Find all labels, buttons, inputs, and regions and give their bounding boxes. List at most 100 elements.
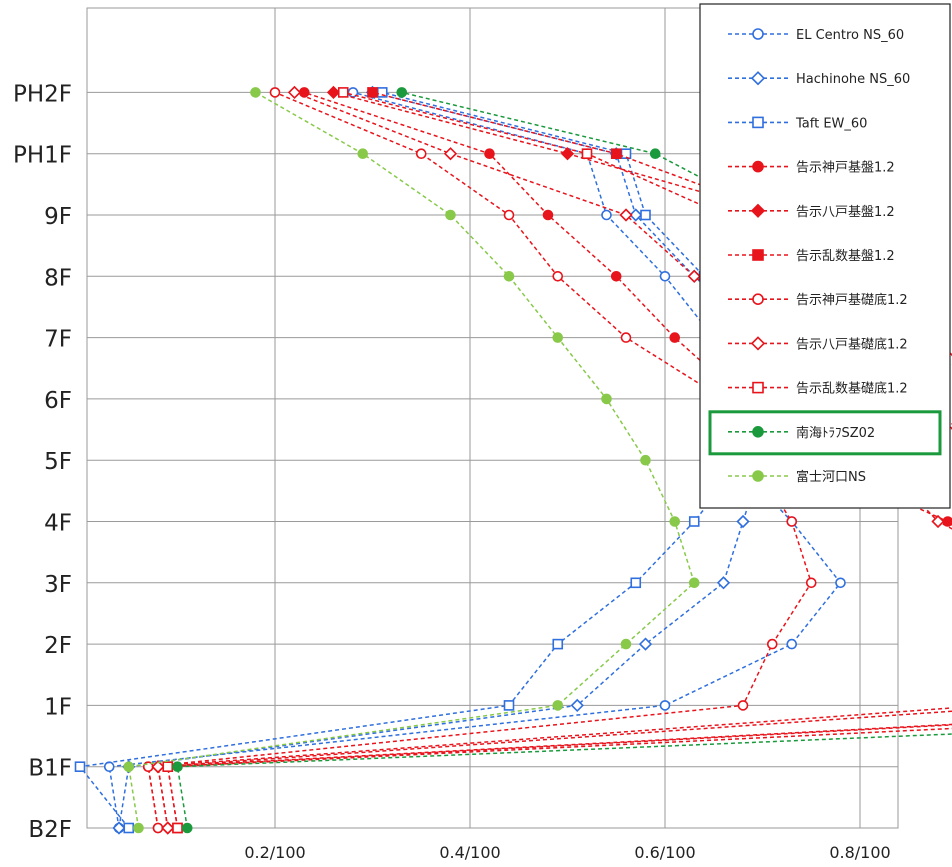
data-point — [123, 761, 135, 773]
data-point — [445, 209, 456, 221]
y-tick-label: PH1F — [13, 143, 72, 169]
legend-label: Hachinohe NS_60 — [796, 72, 910, 87]
data-point — [503, 270, 515, 282]
legend-item-3: 告示神戸基盤1.2 — [728, 161, 895, 176]
x-tick-label: 0.8/100 — [829, 843, 890, 862]
y-tick-label: 2F — [44, 633, 72, 659]
data-point — [750, 336, 766, 351]
y-tick-label: 3F — [44, 572, 72, 598]
data-point — [752, 425, 764, 438]
data-point — [610, 148, 622, 159]
data-point — [161, 821, 175, 835]
data-point — [552, 332, 564, 343]
data-point — [552, 638, 564, 650]
x-tick-label: 0.4/100 — [439, 843, 500, 862]
data-point — [610, 270, 622, 282]
legend-box — [699, 3, 951, 509]
data-point — [688, 577, 700, 589]
data-point — [619, 208, 633, 222]
data-point — [716, 576, 731, 590]
data-point — [581, 148, 593, 159]
data-point — [736, 514, 750, 529]
data-point — [123, 822, 135, 834]
legend-label: 告示乱数基盤1.2 — [796, 249, 895, 264]
legend-item-1: Hachinohe NS_60 — [728, 71, 910, 87]
y-tick-label: 6F — [44, 388, 72, 414]
data-point — [103, 761, 115, 773]
y-tick-label: PH2F — [13, 81, 72, 107]
data-point — [552, 700, 564, 711]
data-point — [162, 761, 174, 773]
data-point — [287, 85, 302, 100]
data-point — [786, 516, 798, 527]
data-point — [659, 700, 671, 711]
legend-label: 告示八戸基礎底1.2 — [796, 336, 908, 352]
data-point — [552, 270, 564, 282]
data-point — [326, 85, 341, 100]
data-point — [752, 470, 764, 482]
data-point — [503, 700, 515, 711]
x-tick-label: 0.2/100 — [244, 843, 305, 862]
data-point — [687, 269, 701, 283]
adopted-highlight-box — [708, 410, 942, 456]
data-point — [484, 148, 495, 159]
y-tick-label: 5F — [44, 449, 72, 475]
data-point — [752, 28, 764, 40]
y-tick-label: 9F — [44, 204, 72, 230]
data-point — [620, 638, 632, 650]
data-point — [638, 637, 653, 651]
data-point — [805, 577, 817, 589]
data-point — [112, 821, 126, 835]
legend-item-5: 告示乱数基盤1.2 — [728, 249, 895, 264]
legend-item-7: 告示八戸基礎底1.2 — [728, 336, 908, 352]
data-point — [443, 147, 458, 161]
legend-label: 富士河口NS — [796, 469, 866, 485]
data-point — [752, 116, 764, 129]
data-point — [931, 514, 945, 529]
data-point — [688, 516, 700, 527]
data-point — [250, 87, 261, 98]
data-point — [766, 638, 778, 650]
data-point — [560, 147, 575, 161]
legend-item-10: 富士河口NS — [728, 469, 866, 485]
legend-item-9: 南海ﾄﾗﾌSZ02 — [728, 425, 875, 441]
y-tick-label: B2F — [28, 817, 72, 843]
data-point — [601, 393, 612, 405]
y-tick-label: 8F — [44, 265, 72, 291]
y-tick-label: B1F — [28, 756, 72, 782]
data-point — [752, 293, 764, 306]
legend-label: 告示神戸基盤1.2 — [796, 161, 895, 176]
legend-label: 南海ﾄﾗﾌSZ02 — [796, 425, 875, 441]
data-point — [750, 71, 766, 86]
data-point — [269, 87, 281, 98]
legend-item-0: EL Centro NS_60 — [728, 28, 904, 43]
legend-label: Taft EW_60 — [795, 116, 867, 131]
data-point — [835, 577, 846, 589]
data-point — [640, 454, 651, 466]
data-point — [396, 87, 408, 98]
legend-label: 告示神戸基礎底1.2 — [796, 292, 908, 308]
data-point — [601, 209, 612, 221]
data-point — [752, 160, 764, 173]
data-point — [503, 209, 515, 221]
data-point — [172, 761, 183, 773]
legend: EL Centro NS_60 Hachinohe NS_60 Taft EW_60… — [699, 3, 951, 509]
data-point — [752, 249, 764, 261]
data-point — [649, 148, 661, 159]
data-point — [542, 209, 554, 221]
data-point — [752, 381, 764, 394]
data-point — [415, 148, 427, 159]
data-point — [750, 203, 766, 218]
y-tick-label: 7F — [44, 327, 72, 353]
legend-label: 告示八戸基盤1.2 — [796, 205, 895, 220]
data-point — [570, 698, 584, 713]
data-point — [133, 822, 144, 834]
data-point — [337, 87, 349, 98]
data-point — [367, 87, 378, 98]
data-point — [669, 332, 681, 343]
y-tick-label: 4F — [44, 511, 72, 537]
data-point — [630, 577, 642, 589]
data-point — [151, 760, 165, 774]
axes: B2F B1F 1F 2F 3F 4F 5F 6F 7F 8F 9F PH1F PH2F 0.2/100 0… — [13, 81, 891, 862]
